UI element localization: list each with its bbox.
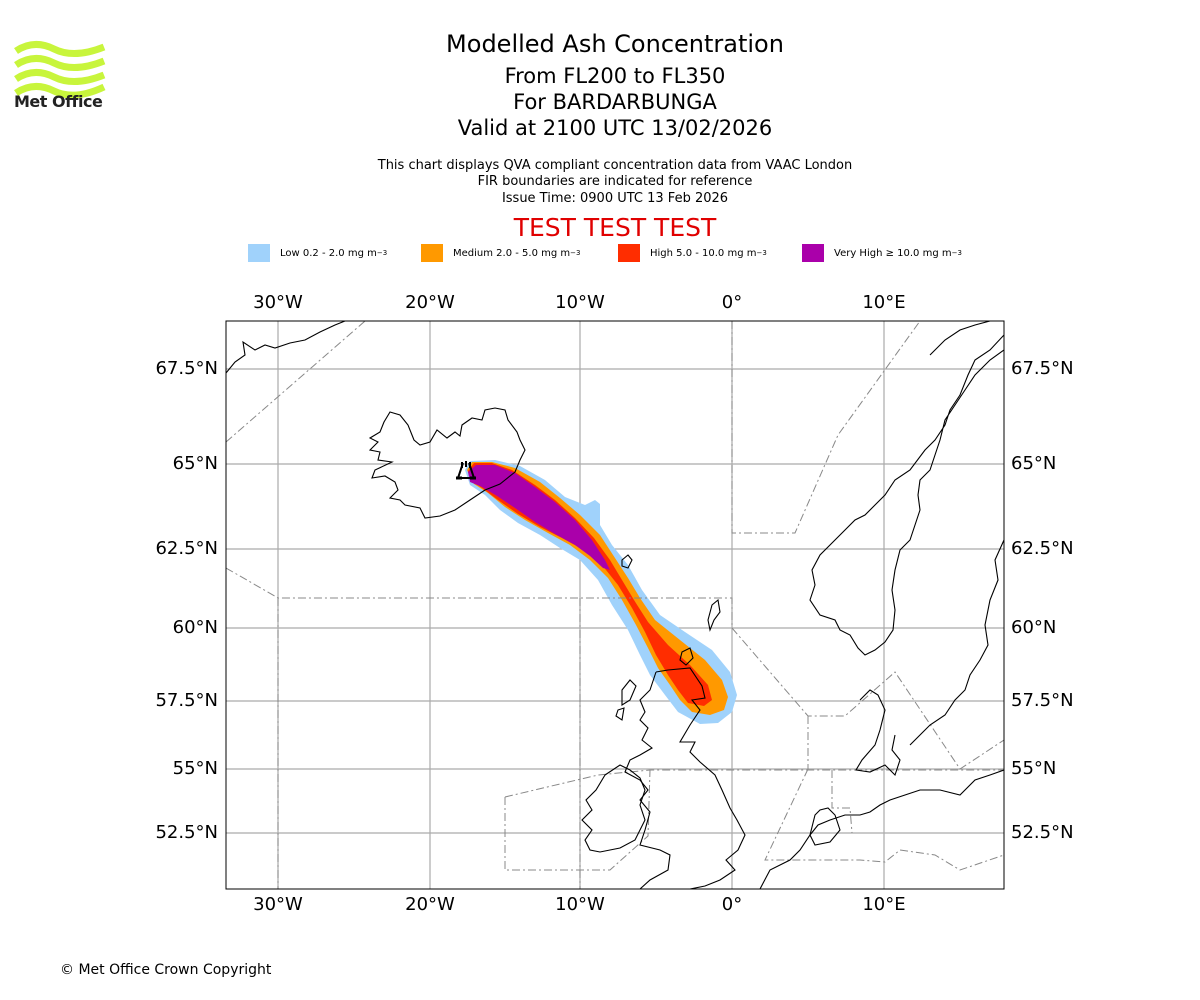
coastline-sweden	[909, 539, 1004, 746]
fir-boundary	[831, 770, 853, 834]
legend-item-very-high: Very High ≥ 10.0 mg m −3	[802, 244, 962, 262]
lat-tick-label-right: 55°N	[1011, 758, 1057, 779]
coastline-norway	[809, 334, 1004, 656]
coastline-great-britain	[624, 667, 746, 889]
lat-tick-label-right: 62.5°N	[1011, 538, 1074, 559]
coastline-netherlands	[809, 807, 841, 846]
map-frame	[225, 320, 1005, 890]
legend-label-very-high: Very High ≥ 10.0 mg m	[834, 247, 952, 259]
logo-text: Met Office	[14, 92, 103, 111]
fir-boundary	[226, 321, 366, 443]
coastline-hebrides	[615, 707, 625, 721]
fir-boundaries	[226, 321, 1004, 889]
lat-tick-label-left: 62.5°N	[155, 538, 218, 559]
lon-tick-label-bottom: 20°W	[405, 894, 455, 915]
legend-label-low: Low 0.2 - 2.0 mg m	[280, 247, 377, 259]
legend-unit-exp: −3	[570, 249, 581, 257]
lon-tick-label-top: 0°	[721, 292, 743, 313]
coastline-shetland	[707, 598, 721, 632]
fir-boundary	[731, 627, 1004, 770]
legend-unit-exp: −3	[951, 249, 962, 257]
volcano-icon	[456, 461, 476, 480]
met-office-logo-icon	[14, 41, 106, 99]
lat-tick-label-right: 52.5°N	[1011, 822, 1074, 843]
issue-time: Issue Time: 0900 UTC 13 Feb 2026	[501, 191, 729, 206]
coastline-orkney	[679, 647, 694, 666]
chart-note: This chart displays QVA compliant concen…	[377, 158, 853, 173]
coastlines	[226, 321, 1004, 889]
coastline-faroes	[621, 554, 633, 569]
legend-item-medium: Medium 2.0 - 5.0 mg m −3	[421, 244, 580, 262]
legend-label-high: High 5.0 - 10.0 mg m	[650, 247, 757, 259]
lon-tick-label-bottom: 30°W	[253, 894, 303, 915]
ash-very-high-region	[468, 465, 610, 570]
coastline-norway-north	[929, 321, 991, 356]
ash-plume	[465, 460, 737, 724]
lon-tick-label-top: 20°W	[405, 292, 455, 313]
coastline-ireland	[581, 764, 646, 853]
lon-tick-label-top: 10°E	[862, 292, 906, 313]
legend-unit-exp: −3	[756, 249, 767, 257]
lat-tick-label-right: 65°N	[1011, 453, 1057, 474]
coastline-europe	[759, 769, 1004, 889]
lat-tick-label-left: 52.5°N	[155, 822, 218, 843]
fir-note: FIR boundaries are indicated for referen…	[477, 174, 753, 189]
legend-item-high: High 5.0 - 10.0 mg m −3	[618, 244, 767, 262]
lat-tick-label-left: 65°N	[172, 453, 218, 474]
lat-tick-label-right: 67.5°N	[1011, 358, 1074, 379]
fir-boundary	[504, 769, 1004, 798]
fir-boundary	[764, 768, 1004, 871]
fir-boundary	[226, 567, 733, 628]
lon-tick-label-top: 10°W	[555, 292, 605, 313]
lon-tick-label-bottom: 10°E	[862, 894, 906, 915]
legend-swatch-high	[618, 244, 640, 262]
lat-tick-label-left: 60°N	[172, 617, 218, 638]
lon-tick-label-bottom: 0°	[721, 894, 743, 915]
legend-label-medium: Medium 2.0 - 5.0 mg m	[453, 247, 571, 259]
fir-boundary	[504, 769, 651, 871]
lat-tick-label-left: 57.5°N	[155, 690, 218, 711]
chart-title: Modelled Ash Concentration	[446, 30, 784, 58]
legend-unit-exp: −3	[376, 249, 388, 257]
lon-tick-label-bottom: 10°W	[555, 894, 605, 915]
lat-tick-label-left: 55°N	[172, 758, 218, 779]
lat-tick-label-right: 57.5°N	[1011, 690, 1074, 711]
legend-swatch-very-high	[802, 244, 824, 262]
test-banner: TEST TEST TEST	[513, 213, 717, 242]
fir-boundary	[731, 321, 921, 534]
coastline-iceland	[368, 407, 526, 519]
legend-swatch-low	[248, 244, 270, 262]
coastline-hebrides	[621, 679, 637, 706]
copyright-notice: © Met Office Crown Copyright	[60, 962, 272, 978]
legend-swatch-medium	[421, 244, 443, 262]
coastline-greenland	[226, 321, 346, 374]
lat-tick-label-right: 60°N	[1011, 617, 1057, 638]
coastline-denmark	[855, 689, 901, 777]
lon-tick-label-top: 30°W	[253, 292, 303, 313]
flight-level-range: From FL200 to FL350	[504, 64, 726, 88]
valid-time: Valid at 2100 UTC 13/02/2026	[457, 116, 773, 140]
volcano-name: For BARDARBUNGA	[513, 90, 717, 114]
lat-tick-label-left: 67.5°N	[155, 358, 218, 379]
legend-item-low: Low 0.2 - 2.0 mg m −3	[248, 244, 387, 262]
